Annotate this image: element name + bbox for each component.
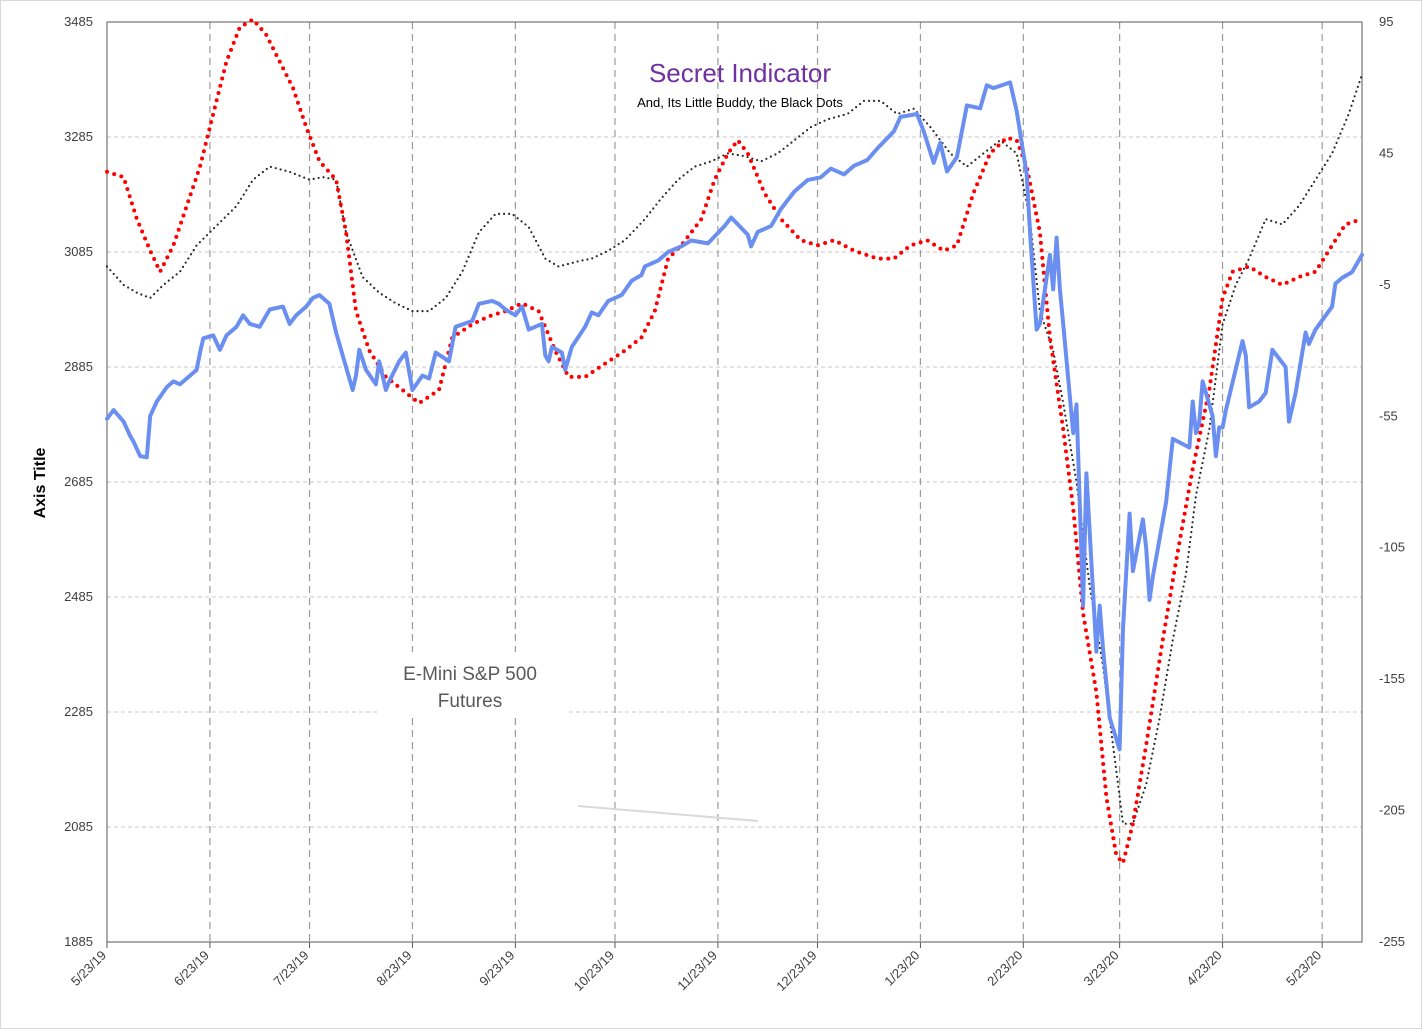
y-left-tick-label: 2085	[64, 819, 93, 834]
x-tick-label: 6/23/19	[171, 948, 212, 989]
series-layer	[105, 16, 1364, 868]
x-tick-label: 9/23/19	[476, 948, 517, 989]
x-tick-label: 8/23/19	[373, 948, 414, 989]
y-left-tick-label: 3085	[64, 244, 93, 259]
y-axis-title: Axis Title	[32, 447, 49, 518]
y-right-tick-label: -55	[1379, 408, 1398, 423]
y-right-tick-label: -205	[1379, 803, 1405, 818]
y-right-tick-label: 45	[1379, 145, 1393, 160]
annotation-pointer	[577, 805, 759, 822]
x-tick-label: 5/23/19	[68, 948, 109, 989]
x-tick-label: 1/23/20	[881, 948, 922, 989]
x-tick-label: 11/23/19	[674, 948, 720, 994]
y-right-tick-label: -255	[1379, 934, 1405, 949]
x-tick-label: 5/23/20	[1283, 948, 1324, 989]
y-right-tick-label: -155	[1379, 671, 1405, 686]
x-tick-label: 7/23/19	[270, 948, 311, 989]
series-line-0	[105, 80, 1364, 752]
plot-border	[106, 21, 1363, 943]
series-line-1	[105, 16, 1364, 868]
y-left-tick-label: 2285	[64, 704, 93, 719]
series-line-2	[105, 73, 1364, 825]
chart-title: Secret Indicator	[649, 58, 831, 88]
axes	[106, 21, 1363, 948]
gridlines	[107, 22, 1362, 942]
y-left-tick-label: 2685	[64, 474, 93, 489]
annotation-line-2: Futures	[438, 691, 502, 712]
annotation-line-1: E-Mini S&P 500	[403, 664, 537, 685]
x-tick-label: 10/23/19	[571, 948, 617, 994]
y-right-tick-label: -5	[1379, 277, 1391, 292]
y-left-tick-label: 2885	[64, 359, 93, 374]
annotation-box	[378, 652, 566, 716]
y-left-tick-label: 1885	[64, 934, 93, 949]
x-tick-label: 2/23/20	[984, 948, 1025, 989]
x-tick-label: 4/23/20	[1183, 948, 1224, 989]
y-left-tick-label: 2485	[64, 589, 93, 604]
x-tick-label: 12/23/19	[773, 948, 819, 994]
y-left-tick-label: 3285	[64, 129, 93, 144]
x-tick-label: 3/23/20	[1080, 948, 1121, 989]
y-right-tick-label: -105	[1379, 540, 1405, 555]
chart-subtitle: And, Its Little Buddy, the Black Dots	[637, 95, 843, 110]
y-right-tick-label: 95	[1379, 14, 1393, 29]
y-left-tick-label: 3485	[64, 14, 93, 29]
tick-labels: 3485 3285 3085 2885 2685 2485 2285 2085 1885 95 45…	[64, 14, 1405, 994]
